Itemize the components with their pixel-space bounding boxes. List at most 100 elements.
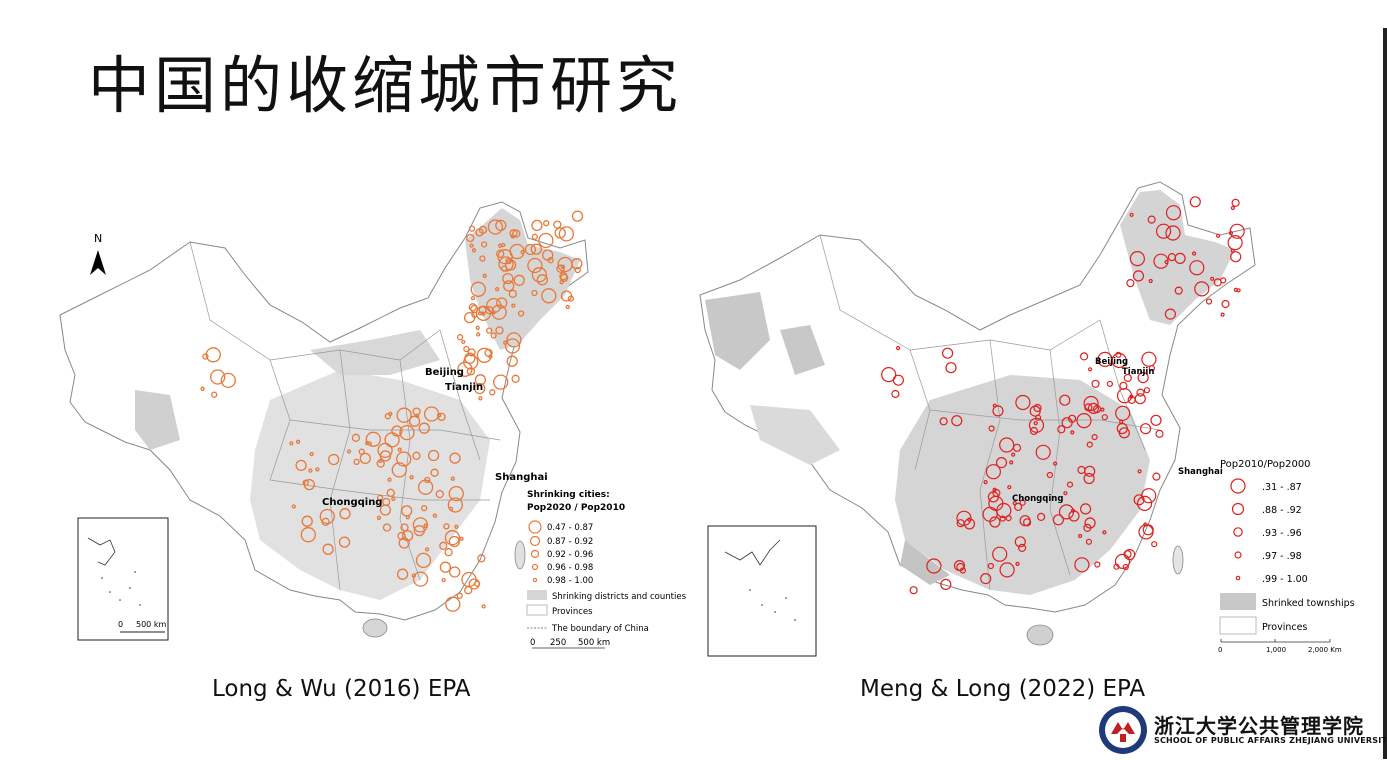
left-city-symbol [474,382,486,395]
right-city-symbol [1136,388,1145,397]
left-city-symbol [430,468,439,477]
left-city-symbol [439,541,448,550]
left-city-symbol [200,386,205,391]
left-city-symbol [517,310,525,317]
right-city-symbol [1083,395,1099,412]
right-city-symbol [1220,312,1225,317]
right-city-symbol [1087,402,1099,414]
left-city-symbol [398,537,410,549]
right-city-symbol [1033,421,1038,426]
left-city-symbol [432,513,438,518]
right-city-symbol [1137,495,1153,511]
left-city-symbol [495,326,504,335]
right-scale-label: 2,000 Km [1308,646,1342,654]
left-city-symbol [509,229,518,238]
left-city-symbol [412,407,421,416]
left-city-symbol [506,332,522,348]
right-city-symbol [1102,530,1107,535]
left-city-symbol [541,288,557,304]
left-city-symbol [319,508,335,525]
right-shaded-west-2 [780,325,825,375]
left-city-symbol [417,479,434,495]
left-city-symbol [511,303,516,308]
right-legend-title: Pop2010/Pop2000 [1220,459,1311,470]
right-map-svg: Beijing Tianjin Shanghai Chongqing Pop20… [699,181,1355,657]
left-city-symbol [396,568,409,580]
left-city-symbol [469,243,474,248]
right-city-symbol [1143,387,1150,394]
right-legend-area-1: Shrinked townships [1262,598,1355,609]
logo-name-cn: 浙江大学公共管理学院 [1154,714,1364,738]
right-shrinking-city-symbols [881,196,1245,595]
left-shaded-central [250,370,490,600]
left-legend-symbol-4 [531,563,539,571]
right-city-symbol [1101,414,1108,421]
right-shaded-south [900,540,950,585]
left-city-symbol [300,527,316,543]
right-city-symbol [980,573,992,585]
left-city-symbol [376,515,382,520]
right-city-symbol [1205,298,1213,305]
right-legend-class-4: .97 - .98 [1262,551,1302,562]
right-city-symbol [1138,524,1154,540]
left-legend-symbol-2 [529,535,541,547]
right-city-symbol [996,502,1012,519]
right-city-symbol [999,437,1015,453]
left-city-symbol [485,306,494,315]
right-shaded-west-1 [705,292,770,370]
right-city-symbol [1221,299,1230,309]
left-legend-area-1: Shrinking districts and counties [552,592,687,602]
right-city-symbol [909,586,918,595]
right-city-symbol [987,562,994,570]
right-city-symbol [1070,430,1075,435]
right-city-symbol [985,464,1001,480]
left-city-symbol [412,571,429,587]
left-city-symbol [504,338,521,354]
right-city-symbol [1037,512,1046,521]
left-city-symbol [386,488,395,497]
right-city-symbol [1012,443,1022,452]
left-hainan [362,618,388,638]
left-city-symbol [536,274,548,286]
left-city-symbol [478,225,488,235]
right-city-symbol [1155,429,1164,438]
left-city-symbol [449,452,461,464]
right-city-symbol [891,389,900,399]
left-city-symbol [365,431,381,447]
left-city-symbol [461,339,466,345]
left-city-symbol [556,264,565,273]
left-city-symbol [401,505,413,517]
right-city-symbol [1029,426,1038,436]
left-label-shanghai: Shanghai [495,472,548,483]
right-city-symbol [1035,444,1051,460]
left-city-symbol [505,257,512,265]
right-legend-symbol-1 [1230,478,1246,494]
right-city-symbol [963,518,976,530]
left-city-symbol [391,496,396,502]
left-city-symbol [436,413,442,418]
left-city-symbol [378,458,383,464]
university-logo: 浙江大学公共管理学院 SCHOOL OF PUBLIC AFFAIRS ZHEJ… [1096,704,1387,756]
right-city-symbol [1123,373,1132,382]
right-legend-class-5: .99 - 1.00 [1262,574,1308,585]
right-shaded-northeast [1120,190,1235,325]
right-city-symbol [1192,251,1197,256]
left-city-symbol [471,248,477,253]
left-city-symbol [397,447,402,452]
right-city-symbol [1210,276,1215,281]
left-scale-zero: 0 [530,638,535,648]
left-city-symbol [574,266,581,274]
right-city-symbol [1143,522,1148,527]
left-city-symbol [484,348,493,358]
right-city-symbol [1189,260,1205,276]
left-city-symbol [377,442,393,459]
left-city-symbol [202,353,209,360]
right-city-symbol [1164,259,1169,265]
left-city-symbol [531,219,543,232]
slide-edge-bar [1383,28,1387,759]
right-city-symbol [1230,205,1236,211]
right-city-symbol [953,560,966,572]
left-shrinking-city-symbols [200,210,584,612]
right-city-symbol [1084,517,1096,529]
right-city-symbol [1083,472,1095,485]
